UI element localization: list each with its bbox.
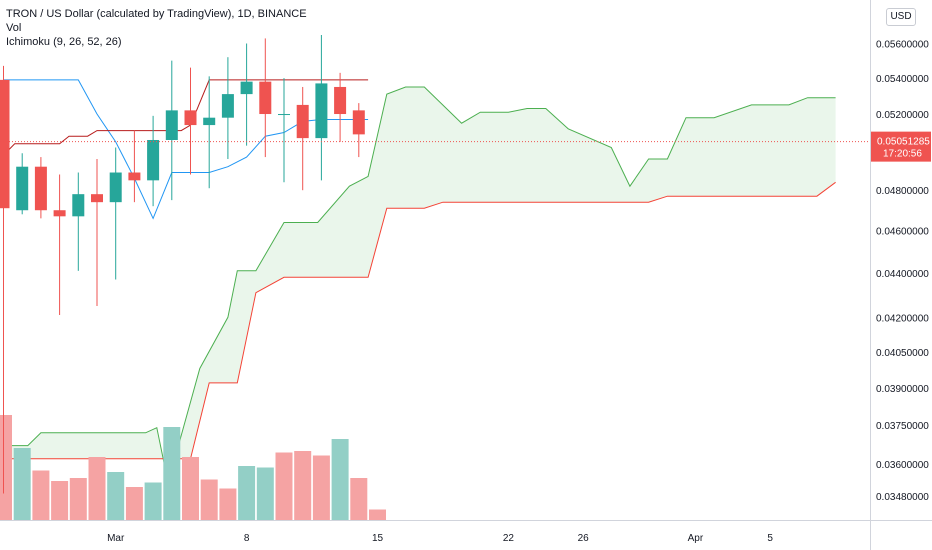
candle-body[interactable] [147,139,160,181]
price-axis-tick-label: 0.05400000 [876,74,929,85]
volume-bar[interactable] [238,466,256,520]
volume-bar[interactable] [69,478,87,520]
volume-bar[interactable] [32,470,50,521]
ichimoku-span-b-line[interactable] [3,181,836,460]
legend-ichimoku[interactable]: Ichimoku (9, 26, 52, 26) [6,36,122,48]
volume-bar[interactable] [312,455,330,521]
candle-body[interactable] [240,81,253,95]
currency-button[interactable]: USD [886,8,916,26]
candle-body[interactable] [72,194,85,217]
candle-body[interactable] [16,166,29,211]
price-axis-tick-label: 0.04050000 [876,348,929,359]
candle-body[interactable] [0,79,10,209]
candle-body[interactable] [109,172,122,203]
time-axis-tick-label: Apr [688,533,704,544]
candle-body[interactable] [53,210,66,217]
candle-body[interactable] [334,86,347,115]
time-axis-tick-label: 22 [503,533,515,544]
volume-bar[interactable] [369,509,386,521]
chart-legend: TRON / US Dollar (calculated by TradingV… [6,7,307,49]
candle-body[interactable] [221,94,234,118]
ichimoku-cloud [3,87,836,483]
volume-bar[interactable] [275,452,293,521]
volume-bar[interactable] [144,482,162,521]
volume-bar[interactable] [88,457,106,520]
candle-body[interactable] [203,117,216,126]
candle-body[interactable] [165,110,178,140]
price-axis-tick-label: 0.04800000 [876,186,929,197]
volume-bar[interactable] [51,481,69,520]
volume-bar[interactable] [200,479,218,521]
last-price-tag[interactable] [871,131,931,162]
price-axis-tick-label: 0.03900000 [876,384,929,395]
ichimoku-span-a-line[interactable] [3,86,836,483]
price-axis-tick-label: 0.03600000 [876,460,929,471]
candle-body[interactable] [296,104,309,139]
price-countdown: 17:20:56 [883,149,922,160]
time-axis-tick-label: Mar [107,533,125,544]
volume-bar[interactable] [182,457,199,520]
volume-bar[interactable] [13,448,31,520]
candle-body[interactable] [128,172,141,181]
price-axis-tick-label: 0.04200000 [876,313,929,324]
candle-body[interactable] [184,110,197,126]
volume-bar[interactable] [163,427,181,520]
candle-body[interactable] [259,81,272,115]
time-axis-tick-label: 8 [244,533,250,544]
time-axis-tick-label: 26 [578,533,590,544]
ichimoku-kijun-line[interactable] [3,79,369,156]
legend-symbol-title[interactable]: TRON / US Dollar (calculated by TradingV… [6,8,307,20]
candle-body[interactable] [34,166,47,211]
price-axis-tick-label: 0.04400000 [876,269,929,280]
volume-bar[interactable] [0,415,12,520]
volume-bar[interactable] [219,488,237,521]
price-axis-tick-label: 0.04600000 [876,227,929,238]
legend-volume[interactable]: Vol [6,22,22,34]
candle-body[interactable] [278,114,290,116]
candle-body[interactable] [352,110,365,135]
price-axis-tick-label: 0.05200000 [876,110,929,121]
volume-bar[interactable] [294,451,312,520]
last-price-label: 0.05051285 [877,137,930,148]
volume-bar[interactable] [256,467,274,521]
time-axis-tick-label: 5 [767,533,773,544]
volume-bar[interactable] [350,478,368,520]
candle-body[interactable] [315,83,328,139]
candle-body[interactable] [91,194,103,203]
volume-bar[interactable] [125,487,143,520]
volume-bar[interactable] [107,472,125,520]
price-axis-tick-label: 0.03480000 [876,492,929,503]
price-axis-tick-label: 0.05600000 [876,39,929,50]
time-axis-tick-label: 15 [372,533,384,544]
volume-bar[interactable] [331,439,349,520]
price-axis-tick-label: 0.03750000 [876,421,929,432]
